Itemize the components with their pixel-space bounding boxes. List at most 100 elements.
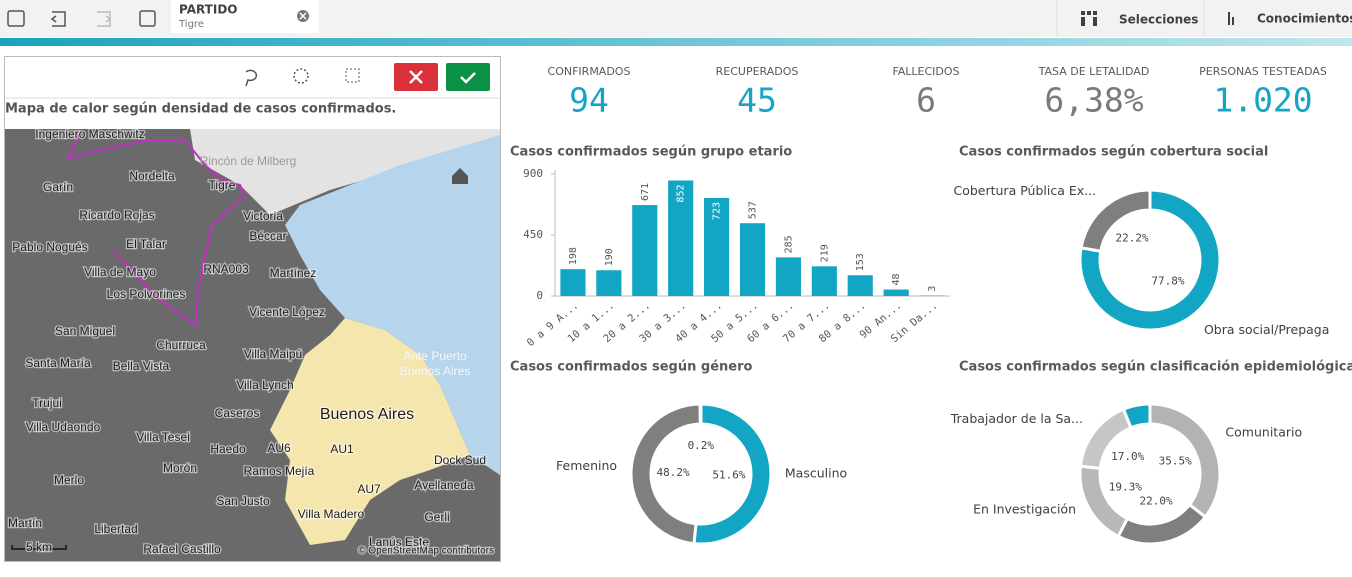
slice-category-label: Trabajador de la Sa... bbox=[950, 411, 1083, 426]
map-place-label: Buenos Aires bbox=[400, 364, 471, 378]
kpi-label: CONFIRMADOS bbox=[548, 65, 631, 78]
slice-category-label: Femenino bbox=[556, 458, 617, 473]
kpi-value: 94 bbox=[569, 81, 609, 120]
slice-value-label: 17.0% bbox=[1111, 450, 1144, 463]
map-place-label: Tigre bbox=[209, 178, 236, 192]
map-place-label: Martín bbox=[8, 516, 42, 530]
map-place-label: Béccar bbox=[249, 229, 286, 243]
map-place-label: Villa Lynch bbox=[236, 378, 293, 392]
map-attribution: © OpenStreetMap contributors bbox=[358, 546, 494, 557]
slice-value-label: 22.0% bbox=[1140, 494, 1173, 507]
map-place-label: Avellaneda bbox=[414, 478, 473, 492]
kpi-label: PERSONAS TESTEADAS bbox=[1199, 65, 1327, 78]
kpi-label: RECUPERADOS bbox=[716, 65, 799, 78]
slice-category-label: Cobertura Pública Ex... bbox=[953, 183, 1096, 198]
map-place-label: Ramos Mejía bbox=[244, 464, 315, 478]
chart-title: Casos confirmados según cobertura social bbox=[959, 145, 1268, 160]
data-label: 285 bbox=[783, 235, 794, 253]
map-place-label: Gerli bbox=[424, 510, 449, 524]
slice-value-label: 48.2% bbox=[656, 466, 689, 479]
map-place-label: Ingeniero Maschwitz bbox=[35, 127, 144, 141]
map-place-label: San Justo bbox=[216, 494, 270, 508]
toolbar-stripe bbox=[0, 38, 1352, 46]
map-place-label: Villa Tesei bbox=[136, 430, 190, 444]
map-place-label: AU7 bbox=[357, 482, 381, 496]
y-tick-label: 900 bbox=[523, 167, 543, 180]
insights-button[interactable]: Conocimientos bbox=[1257, 12, 1352, 26]
slice-category-label: Masculino bbox=[785, 466, 847, 481]
map: Ingeniero Maschwitz Rincón de Milberg Garí… bbox=[5, 127, 500, 561]
slice-value-label: 19.3% bbox=[1109, 480, 1142, 493]
confirm-button[interactable] bbox=[446, 63, 490, 91]
map-place-label: Ante Puerto bbox=[403, 349, 467, 363]
map-place-label: El Talar bbox=[126, 237, 166, 251]
map-place-label: Dock Sud bbox=[434, 453, 486, 467]
data-label: 153 bbox=[855, 253, 866, 271]
map-place-label: Merlo bbox=[54, 473, 84, 487]
kpi-value: 45 bbox=[737, 81, 777, 120]
slice-value-label: 0.2% bbox=[688, 439, 715, 452]
data-label: 219 bbox=[819, 244, 830, 262]
kpi-value: 6,38% bbox=[1044, 81, 1143, 120]
map-scale: 5 km bbox=[26, 540, 52, 554]
map-place-label: Churruca bbox=[156, 338, 206, 352]
y-tick-label: 450 bbox=[523, 228, 543, 241]
data-label: 48 bbox=[891, 273, 902, 285]
bar bbox=[812, 266, 837, 296]
map-place-label: Bella Vista bbox=[113, 359, 170, 373]
data-label: 198 bbox=[568, 247, 579, 265]
map-place-label: Martínez bbox=[270, 266, 317, 280]
map-place-label: AU6 bbox=[267, 441, 291, 455]
data-label: 3 bbox=[927, 286, 938, 292]
map-place-label: Ricardo Rojas bbox=[79, 208, 154, 222]
bar bbox=[884, 289, 909, 296]
bar bbox=[740, 223, 765, 296]
data-label: 852 bbox=[676, 185, 687, 203]
donut-slice bbox=[1118, 505, 1205, 544]
kpi-value: 6 bbox=[916, 81, 936, 120]
map-place-label: Caseros bbox=[215, 406, 260, 420]
map-place-label: Rincón de Milberg bbox=[200, 154, 297, 168]
map-place-label: Villa Udaondo bbox=[26, 420, 101, 434]
selection-value: Tigre bbox=[178, 19, 204, 30]
map-place-label: Los Polvorines bbox=[107, 287, 186, 301]
map-place-label: Pablo Nogués bbox=[12, 240, 87, 254]
map-title: Mapa de calor según densidad de casos co… bbox=[5, 102, 396, 117]
map-place-label: Haedo bbox=[210, 442, 246, 456]
donut-slice bbox=[1080, 466, 1127, 536]
bar bbox=[632, 205, 657, 296]
selection-field: PARTIDO bbox=[179, 3, 238, 17]
kpi-value: 1.020 bbox=[1213, 81, 1312, 120]
y-tick-label: 0 bbox=[536, 289, 543, 302]
kpi-label: TASA DE LETALIDAD bbox=[1038, 65, 1150, 78]
slice-category-label: Obra social/Prepaga bbox=[1204, 322, 1329, 337]
map-place-label: Villa de Mayo bbox=[84, 265, 156, 279]
bar bbox=[776, 257, 801, 296]
selections-button[interactable]: Selecciones bbox=[1119, 13, 1198, 27]
bar bbox=[848, 275, 873, 296]
map-place-label: Libertad bbox=[94, 522, 137, 536]
slice-category-label: Comunitario bbox=[1225, 425, 1302, 440]
map-place-label: Nordelta bbox=[129, 169, 175, 183]
slice-value-label: 77.8% bbox=[1151, 274, 1184, 287]
data-label: 190 bbox=[604, 248, 615, 266]
donut-slice bbox=[700, 404, 701, 424]
map-place-label: Rafael Castillo bbox=[143, 542, 221, 556]
slice-value-label: 51.6% bbox=[712, 468, 745, 481]
slice-category-label: En Investigación bbox=[973, 501, 1076, 516]
map-place-label: Trujui bbox=[32, 396, 62, 410]
map-place-label: Santa María bbox=[25, 356, 91, 370]
bar bbox=[560, 269, 585, 296]
map-place-label: Buenos Aires bbox=[320, 406, 414, 423]
map-place-label: Victoria bbox=[243, 209, 283, 223]
map-place-label: Vicente López bbox=[249, 305, 325, 319]
map-place-label: Garín bbox=[43, 180, 73, 194]
map-place-label: San Miguel bbox=[55, 324, 115, 338]
chart-title: Casos confirmados según clasificación ep… bbox=[959, 360, 1352, 375]
data-label: 723 bbox=[712, 202, 723, 220]
chart-title: Casos confirmados según grupo etario bbox=[510, 145, 792, 160]
slice-value-label: 35.5% bbox=[1159, 455, 1192, 468]
bar bbox=[596, 270, 621, 296]
